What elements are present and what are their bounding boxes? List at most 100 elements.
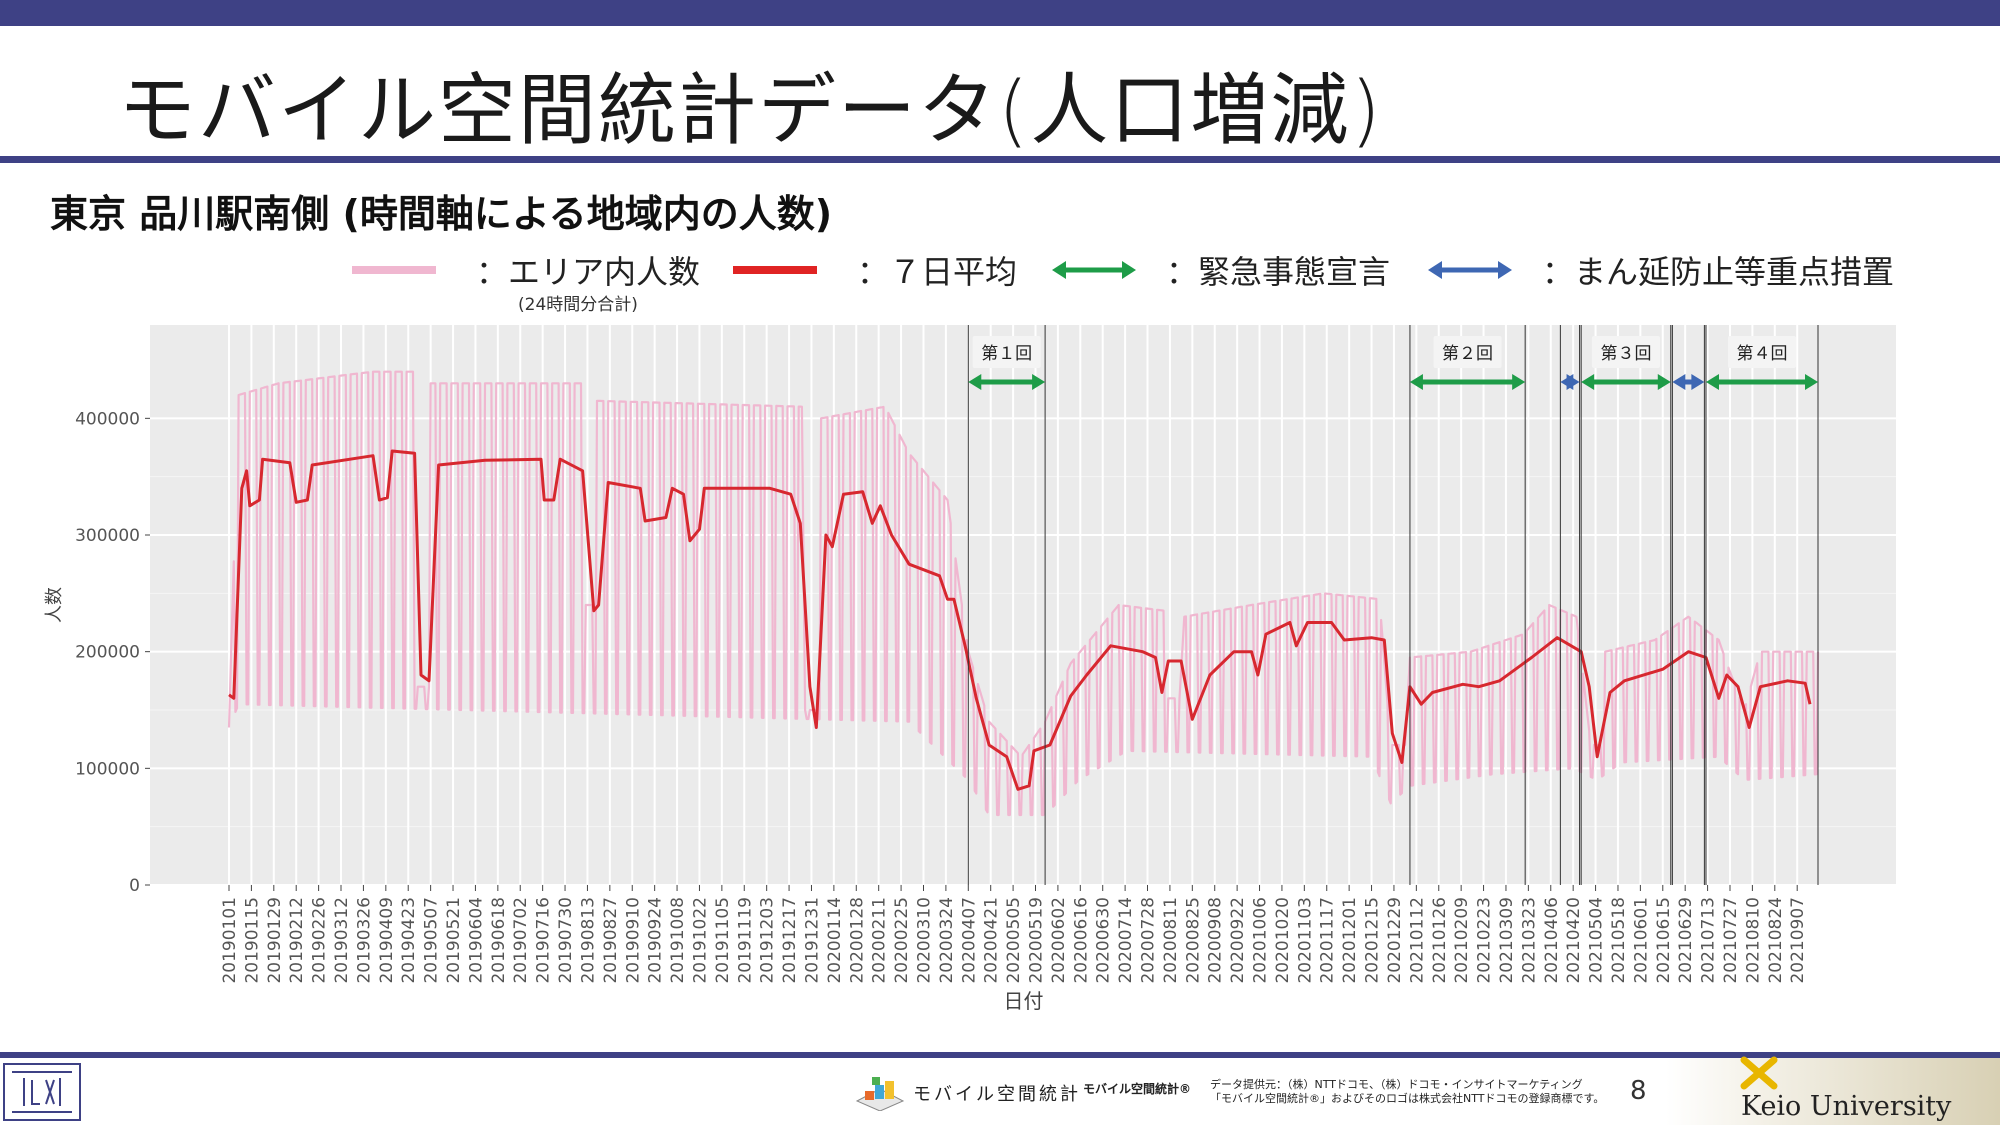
x-tick-label: 20200714	[1116, 897, 1136, 984]
x-tick-label: 20200811	[1161, 897, 1181, 984]
legend-item-emergency: ：緊急事態宣言	[1052, 247, 1390, 293]
y-tick-label: 400000	[75, 409, 140, 429]
x-tick-label: 20200728	[1139, 897, 1159, 984]
x-tick-label: 20201117	[1318, 897, 1338, 984]
institute-logo	[3, 1063, 81, 1121]
x-tick-label: 20210727	[1721, 897, 1741, 984]
x-tick-label: 20190115	[242, 897, 262, 984]
x-tick-label: 20200421	[982, 897, 1002, 984]
period-arrow-head-left	[968, 374, 982, 390]
period-label-box	[972, 336, 1041, 368]
period-label-box	[1591, 336, 1660, 368]
x-tick-label: 20190423	[399, 897, 419, 984]
x-tick-label: 20200825	[1183, 897, 1203, 984]
period-label: 第３回	[1600, 344, 1651, 364]
period-arrow-head-right	[1691, 374, 1705, 390]
x-tick-label: 20200225	[892, 897, 912, 984]
period-arrow	[1705, 374, 1818, 390]
x-tick-label: 20190924	[646, 897, 666, 984]
period-arrow-head-right	[1657, 374, 1671, 390]
period-label-box	[1727, 336, 1796, 368]
plot-panel	[150, 325, 1896, 885]
series-daily-count	[227, 370, 1820, 817]
x-tick-label: 20191203	[758, 897, 778, 984]
crossed-pens-icon	[1740, 1056, 1778, 1090]
x-tick-label: 20191217	[780, 897, 800, 984]
period-arrow-head-left	[1705, 374, 1719, 390]
legend-label-semi-emergency: ：まん延防止等重点措置	[1542, 253, 1895, 291]
double-arrow-green-icon	[1052, 261, 1136, 279]
period-arrow-head-right	[1566, 374, 1580, 390]
population-chart: 20190101 20190115 20190129 20190212 20190226…	[44, 325, 1896, 1013]
series-7day-average	[228, 449, 1812, 791]
mobile-stats-logo-text: モバイル空間統計	[913, 1084, 1081, 1105]
x-tick-label: 20190312	[332, 897, 352, 984]
x-tick-label: 20200310	[914, 897, 934, 984]
x-tick-label: 20191105	[713, 897, 733, 984]
x-tick-label: 20210406	[1542, 897, 1562, 984]
x-tick-label: 20210713	[1699, 897, 1719, 984]
x-tick-label: 20190326	[354, 897, 374, 984]
x-tick-label: 20210824	[1766, 897, 1786, 984]
x-tick-label: 20190101	[220, 897, 240, 984]
y-tick-label: 300000	[75, 526, 140, 546]
x-tick-label: 20210504	[1587, 897, 1607, 984]
x-tick-label: 20200128	[847, 897, 867, 984]
university-banner: Keio University	[1666, 1056, 2000, 1125]
double-arrow-blue-icon	[1428, 261, 1512, 279]
period-arrow-head-right	[1512, 374, 1526, 390]
legend-swatch-7day-avg	[733, 266, 817, 274]
university-name: Keio University	[1741, 1091, 1952, 1122]
legend-label-area-count: ：エリア内人数	[476, 253, 701, 291]
data-provider-line-1: データ提供元：（株）NTTドコモ、（株）ドコモ・インサイトマーケティング	[1210, 1078, 1583, 1091]
x-tick-label: 20210420	[1564, 897, 1584, 984]
chart-subtitle: 東京 品川駅南側 (時間軸による地域内の人数)	[50, 192, 833, 236]
x-tick-label: 20200908	[1206, 897, 1226, 984]
period-arrow-head-right	[1032, 374, 1046, 390]
x-tick-label: 20201103	[1295, 897, 1315, 984]
x-tick-label: 20210209	[1452, 897, 1472, 984]
x-tick-label: 20190702	[511, 897, 531, 984]
period-arrow-head-right	[1805, 374, 1818, 390]
y-tick-label: 0	[129, 876, 140, 896]
x-tick-label: 20190716	[534, 897, 554, 984]
x-tick-label: 20210518	[1609, 897, 1629, 984]
x-tick-label: 20210223	[1475, 897, 1495, 984]
legend-label-emergency: ：緊急事態宣言	[1166, 253, 1391, 291]
x-tick-label: 20210615	[1654, 897, 1674, 984]
y-tick-label: 100000	[75, 759, 140, 779]
legend-swatch-area-count	[352, 266, 436, 274]
period-label-box	[1433, 336, 1502, 368]
x-tick-label: 20210810	[1743, 897, 1763, 984]
x-tick-label: 20200114	[825, 897, 845, 984]
x-tick-label: 20200211	[870, 897, 890, 984]
period-arrow	[1409, 374, 1526, 390]
x-tick-label: 20190813	[578, 897, 598, 984]
x-tick-label: 20201020	[1273, 897, 1293, 984]
period-arrow-head-left	[1581, 374, 1595, 390]
x-tick-label: 20201201	[1340, 897, 1360, 984]
x-tick-label: 20200505	[1004, 897, 1024, 984]
x-tick-label: 20190226	[310, 897, 330, 984]
x-tick-label: 20200324	[937, 897, 957, 984]
top-bar	[0, 0, 2000, 26]
x-tick-label: 20190129	[265, 897, 285, 984]
x-tick-label: 20191008	[668, 897, 688, 984]
x-tick-label: 20210629	[1676, 897, 1696, 984]
x-tick-label: 20200519	[1027, 897, 1047, 984]
x-tick-label: 20200602	[1049, 897, 1069, 984]
x-tick-label: 20201215	[1363, 897, 1383, 984]
x-tick-label: 20201006	[1251, 897, 1271, 984]
x-tick-label: 20210601	[1631, 897, 1651, 984]
x-tick-label: 20200616	[1071, 897, 1091, 984]
x-tick-label: 20210126	[1430, 897, 1450, 984]
period-arrow-head-left	[1672, 374, 1686, 390]
period-arrow-head-left	[1409, 374, 1423, 390]
title-rule	[0, 156, 2000, 163]
x-tick-label: 20190730	[556, 897, 576, 984]
x-tick-label: 20190212	[287, 897, 307, 984]
legend-label-7day-avg: ：７日平均	[857, 253, 1018, 291]
x-axis-title: 日付	[1004, 989, 1044, 1013]
x-tick-label: 20190910	[623, 897, 643, 984]
cube-logo-icon	[855, 1077, 905, 1111]
